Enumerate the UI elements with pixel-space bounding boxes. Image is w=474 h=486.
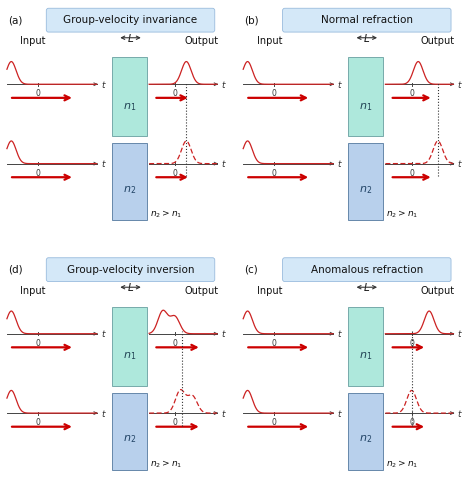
- Text: 0: 0: [409, 169, 414, 177]
- Text: Group-velocity invariance: Group-velocity invariance: [64, 15, 198, 25]
- Text: $n_2>n_1$: $n_2>n_1$: [386, 458, 419, 470]
- FancyBboxPatch shape: [46, 258, 215, 281]
- Text: (c): (c): [244, 265, 258, 275]
- Text: $n_2$: $n_2$: [123, 184, 136, 195]
- Bar: [348, 143, 383, 220]
- Text: 0: 0: [35, 169, 40, 177]
- Text: $n_2>n_1$: $n_2>n_1$: [150, 458, 182, 470]
- Text: $t$: $t$: [337, 408, 343, 418]
- Bar: [348, 393, 383, 470]
- FancyBboxPatch shape: [46, 8, 215, 32]
- Text: $n_2$: $n_2$: [123, 434, 136, 445]
- Text: 0: 0: [272, 89, 276, 98]
- Text: 0: 0: [272, 418, 276, 427]
- Text: $L$: $L$: [127, 32, 134, 44]
- Text: 0: 0: [409, 89, 414, 98]
- Text: $n_1$: $n_1$: [123, 350, 136, 362]
- Bar: [112, 143, 147, 220]
- Text: $t$: $t$: [457, 79, 463, 90]
- Text: $t$: $t$: [100, 408, 106, 418]
- Text: 0: 0: [409, 339, 414, 347]
- Text: (d): (d): [8, 265, 23, 275]
- Text: 0: 0: [173, 89, 178, 98]
- Text: $n_1$: $n_1$: [123, 101, 136, 113]
- Text: Anomalous refraction: Anomalous refraction: [310, 265, 423, 275]
- Text: 0: 0: [173, 339, 178, 347]
- Text: Output: Output: [421, 286, 455, 295]
- Text: $n_2$: $n_2$: [359, 434, 372, 445]
- Text: 0: 0: [173, 169, 178, 177]
- Text: $t$: $t$: [337, 79, 343, 90]
- Text: $t$: $t$: [100, 328, 106, 339]
- Text: $t$: $t$: [221, 328, 227, 339]
- Text: $n_2>n_1$: $n_2>n_1$: [386, 209, 419, 220]
- Text: $n_1$: $n_1$: [359, 350, 373, 362]
- Text: $t$: $t$: [457, 408, 463, 418]
- Text: Input: Input: [20, 36, 46, 46]
- Bar: [348, 57, 383, 137]
- Bar: [112, 307, 147, 386]
- Text: 0: 0: [35, 339, 40, 347]
- Text: $L$: $L$: [127, 281, 134, 293]
- Text: $t$: $t$: [100, 79, 106, 90]
- Text: $n_1$: $n_1$: [359, 101, 373, 113]
- Text: Output: Output: [184, 286, 219, 295]
- Text: $t$: $t$: [457, 328, 463, 339]
- Text: $t$: $t$: [221, 408, 227, 418]
- Text: $t$: $t$: [221, 79, 227, 90]
- Bar: [112, 57, 147, 137]
- Text: 0: 0: [173, 418, 178, 427]
- Text: $n_2>n_1$: $n_2>n_1$: [150, 209, 182, 220]
- Text: Output: Output: [184, 36, 219, 46]
- Text: $t$: $t$: [337, 158, 343, 169]
- Text: Input: Input: [257, 36, 282, 46]
- Text: $t$: $t$: [457, 158, 463, 169]
- Text: (b): (b): [244, 15, 259, 25]
- Text: 0: 0: [272, 339, 276, 347]
- Text: (a): (a): [8, 15, 22, 25]
- Text: $t$: $t$: [221, 158, 227, 169]
- Text: 0: 0: [35, 418, 40, 427]
- Text: $t$: $t$: [100, 158, 106, 169]
- FancyBboxPatch shape: [283, 8, 451, 32]
- Text: $t$: $t$: [337, 328, 343, 339]
- Text: Input: Input: [257, 286, 282, 295]
- Text: 0: 0: [272, 169, 276, 177]
- Bar: [112, 393, 147, 470]
- FancyBboxPatch shape: [283, 258, 451, 281]
- Text: $L$: $L$: [363, 32, 370, 44]
- Text: $n_2$: $n_2$: [359, 184, 372, 195]
- Text: Input: Input: [20, 286, 46, 295]
- Text: Group-velocity inversion: Group-velocity inversion: [67, 265, 194, 275]
- Text: Output: Output: [421, 36, 455, 46]
- Text: $L$: $L$: [363, 281, 370, 293]
- Text: 0: 0: [409, 418, 414, 427]
- Text: Normal refraction: Normal refraction: [321, 15, 413, 25]
- Text: 0: 0: [35, 89, 40, 98]
- Bar: [348, 307, 383, 386]
